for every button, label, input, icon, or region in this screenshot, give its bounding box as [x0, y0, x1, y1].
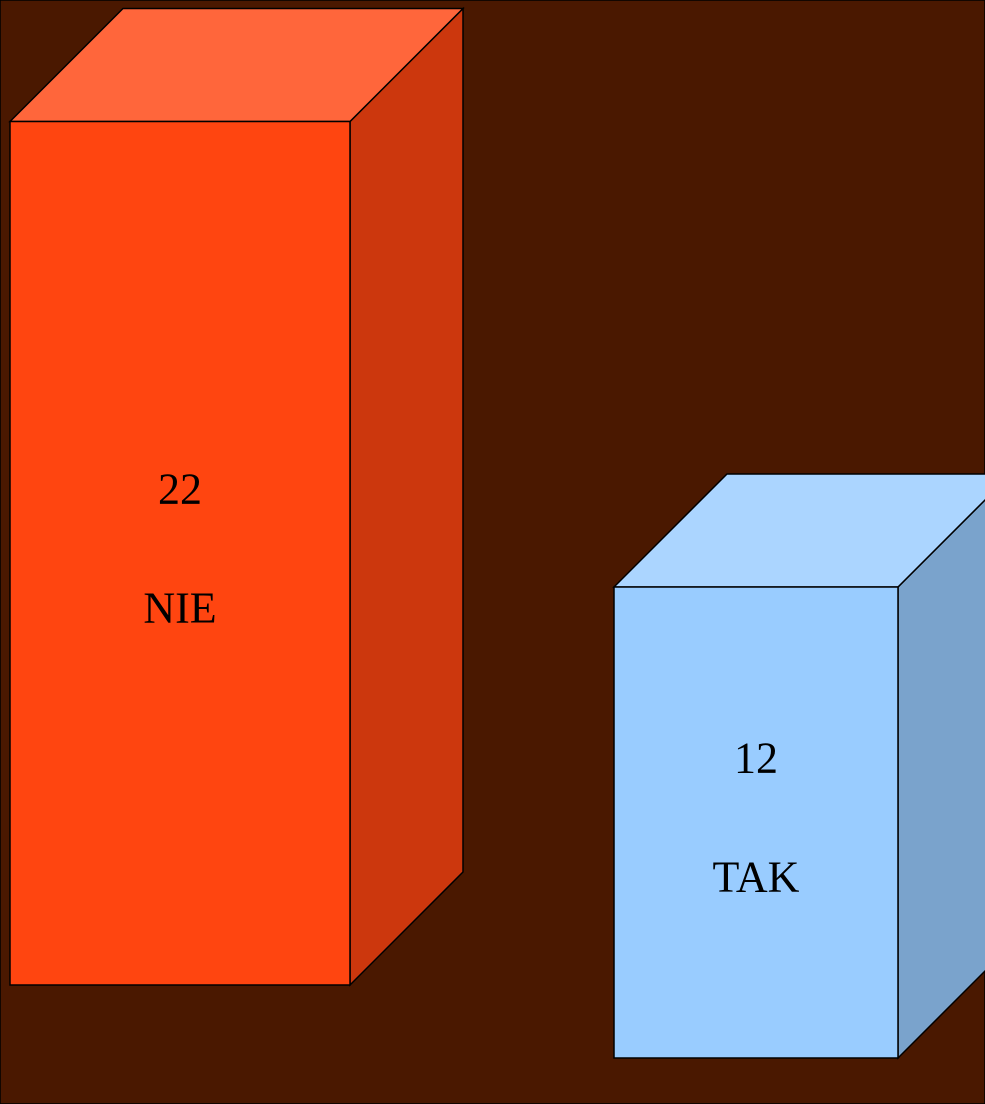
bar — [8, 6, 465, 987]
value-label: 22 — [158, 464, 202, 513]
category-label: NIE — [143, 583, 216, 632]
bar-front — [9, 120, 351, 986]
bar-front — [613, 586, 899, 1059]
bar-side — [349, 6, 464, 987]
bar — [612, 473, 985, 1060]
category-label: TAK — [713, 853, 800, 902]
value-label: 12 — [734, 734, 778, 783]
